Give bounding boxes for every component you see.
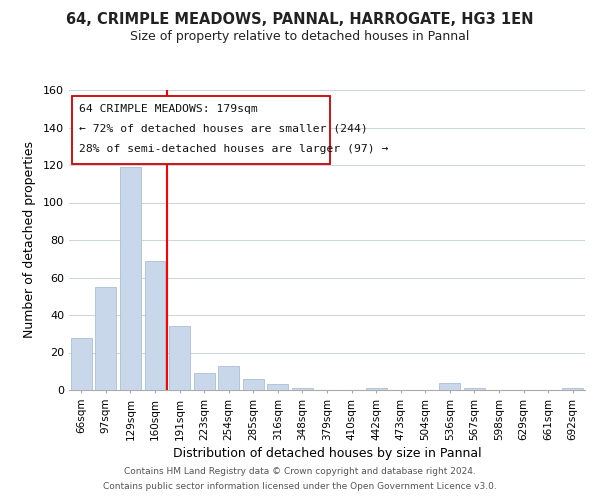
Bar (120, 167, 141, 390)
X-axis label: Distribution of detached houses by size in Pannal: Distribution of detached houses by size … (173, 446, 481, 460)
Text: ← 72% of detached houses are smaller (244): ← 72% of detached houses are smaller (24… (79, 124, 368, 134)
Bar (365, 388, 386, 390)
Bar (71, 338, 92, 390)
Text: Size of property relative to detached houses in Pannal: Size of property relative to detached ho… (130, 30, 470, 43)
Bar (218, 366, 239, 390)
FancyBboxPatch shape (71, 96, 329, 164)
Bar (95, 287, 116, 390)
Bar (243, 379, 264, 390)
Bar (194, 373, 215, 390)
Bar (169, 326, 190, 390)
Bar (268, 384, 289, 390)
Y-axis label: Number of detached properties: Number of detached properties (23, 142, 36, 338)
Text: 64 CRIMPLE MEADOWS: 179sqm: 64 CRIMPLE MEADOWS: 179sqm (79, 104, 258, 114)
Text: Contains HM Land Registry data © Crown copyright and database right 2024.: Contains HM Land Registry data © Crown c… (124, 467, 476, 476)
Text: Contains public sector information licensed under the Open Government Licence v3: Contains public sector information licen… (103, 482, 497, 491)
Bar (562, 388, 583, 390)
Bar (292, 388, 313, 390)
Bar (439, 382, 460, 390)
Bar (145, 260, 166, 390)
Text: 64, CRIMPLE MEADOWS, PANNAL, HARROGATE, HG3 1EN: 64, CRIMPLE MEADOWS, PANNAL, HARROGATE, … (66, 12, 534, 28)
Text: 28% of semi-detached houses are larger (97) →: 28% of semi-detached houses are larger (… (79, 144, 389, 154)
Bar (464, 388, 485, 390)
